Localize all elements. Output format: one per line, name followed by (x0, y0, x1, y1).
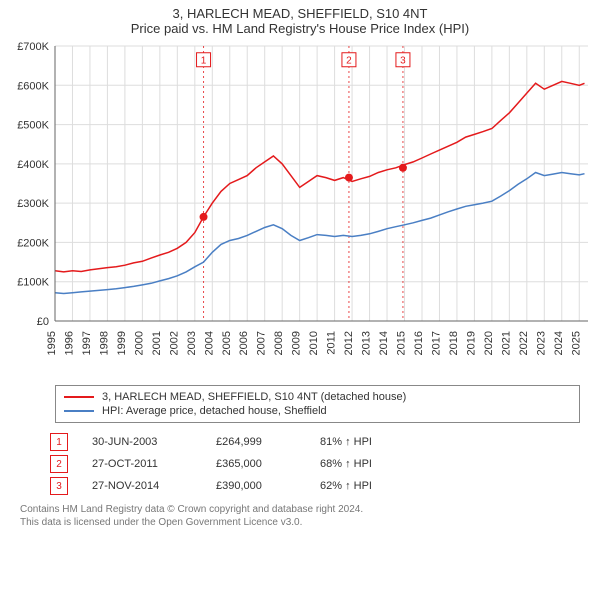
svg-text:2023: 2023 (535, 331, 547, 355)
transaction-row: 2 27-OCT-2011 £365,000 68% ↑ HPI (50, 453, 580, 475)
svg-text:1996: 1996 (63, 331, 75, 355)
svg-text:2018: 2018 (448, 331, 460, 355)
svg-text:£700K: £700K (17, 41, 49, 53)
svg-text:£200K: £200K (17, 237, 49, 249)
svg-text:3: 3 (400, 55, 406, 66)
svg-text:2015: 2015 (396, 331, 408, 355)
title-address: 3, HARLECH MEAD, SHEFFIELD, S10 4NT (0, 6, 600, 21)
transaction-hpi: 68% ↑ HPI (320, 458, 410, 470)
svg-text:2006: 2006 (238, 331, 250, 355)
svg-text:2004: 2004 (203, 331, 215, 355)
svg-text:£0: £0 (37, 316, 49, 328)
footer-line-1: Contains HM Land Registry data © Crown c… (20, 503, 580, 516)
svg-text:2003: 2003 (186, 331, 198, 355)
svg-text:2009: 2009 (291, 331, 303, 355)
line-chart: £0 £100K £200K £300K £400K £500K £600K £700K 199… (0, 36, 600, 376)
svg-text:2012: 2012 (343, 331, 355, 355)
svg-text:2025: 2025 (570, 331, 582, 355)
svg-text:£300K: £300K (17, 198, 49, 210)
transaction-price: £365,000 (216, 458, 296, 470)
svg-text:2002: 2002 (168, 331, 180, 355)
svg-text:2020: 2020 (483, 331, 495, 355)
svg-text:1999: 1999 (116, 331, 128, 355)
legend-label: 3, HARLECH MEAD, SHEFFIELD, S10 4NT (det… (102, 391, 406, 403)
transaction-date: 27-OCT-2011 (92, 458, 192, 470)
transaction-date: 30-JUN-2003 (92, 436, 192, 448)
transaction-price: £390,000 (216, 480, 296, 492)
legend: 3, HARLECH MEAD, SHEFFIELD, S10 4NT (det… (55, 385, 580, 423)
transaction-date: 27-NOV-2014 (92, 480, 192, 492)
transaction-row: 1 30-JUN-2003 £264,999 81% ↑ HPI (50, 431, 580, 453)
svg-text:2: 2 (346, 55, 352, 66)
svg-text:2016: 2016 (413, 331, 425, 355)
svg-text:2019: 2019 (465, 331, 477, 355)
svg-text:£400K: £400K (17, 159, 49, 171)
svg-text:2008: 2008 (273, 331, 285, 355)
svg-text:1: 1 (201, 55, 207, 66)
svg-text:2000: 2000 (133, 331, 145, 355)
svg-text:2007: 2007 (256, 331, 268, 355)
svg-text:1998: 1998 (98, 331, 110, 355)
svg-text:2024: 2024 (553, 331, 565, 355)
transaction-row: 3 27-NOV-2014 £390,000 62% ↑ HPI (50, 475, 580, 497)
svg-text:2013: 2013 (361, 331, 373, 355)
legend-swatch (64, 396, 94, 398)
svg-text:1995: 1995 (46, 331, 58, 355)
transaction-marker: 1 (50, 433, 68, 451)
transaction-price: £264,999 (216, 436, 296, 448)
svg-text:2017: 2017 (430, 331, 442, 355)
svg-text:2014: 2014 (378, 331, 390, 355)
svg-text:2001: 2001 (151, 331, 163, 355)
legend-item: HPI: Average price, detached house, Shef… (64, 404, 571, 418)
title-subtitle: Price paid vs. HM Land Registry's House … (0, 21, 600, 36)
svg-text:£500K: £500K (17, 120, 49, 132)
svg-text:2011: 2011 (326, 331, 338, 355)
svg-text:2021: 2021 (500, 331, 512, 355)
transaction-marker: 3 (50, 477, 68, 495)
legend-swatch (64, 410, 94, 412)
legend-label: HPI: Average price, detached house, Shef… (102, 405, 327, 417)
svg-text:2005: 2005 (221, 331, 233, 355)
svg-text:2022: 2022 (518, 331, 530, 355)
legend-item: 3, HARLECH MEAD, SHEFFIELD, S10 4NT (det… (64, 390, 571, 404)
transaction-hpi: 81% ↑ HPI (320, 436, 410, 448)
footer-line-2: This data is licensed under the Open Gov… (20, 516, 580, 529)
svg-text:£100K: £100K (17, 277, 49, 289)
svg-text:2010: 2010 (308, 331, 320, 355)
transaction-hpi: 62% ↑ HPI (320, 480, 410, 492)
transactions-table: 1 30-JUN-2003 £264,999 81% ↑ HPI 2 27-OCT-201… (50, 431, 580, 497)
footer-attribution: Contains HM Land Registry data © Crown c… (20, 503, 580, 529)
transaction-marker: 2 (50, 455, 68, 473)
svg-text:£600K: £600K (17, 80, 49, 92)
chart-titles: 3, HARLECH MEAD, SHEFFIELD, S10 4NT Pric… (0, 0, 600, 36)
chart-area: £0 £100K £200K £300K £400K £500K £600K £700K 199… (0, 36, 600, 379)
svg-text:1997: 1997 (81, 331, 93, 355)
